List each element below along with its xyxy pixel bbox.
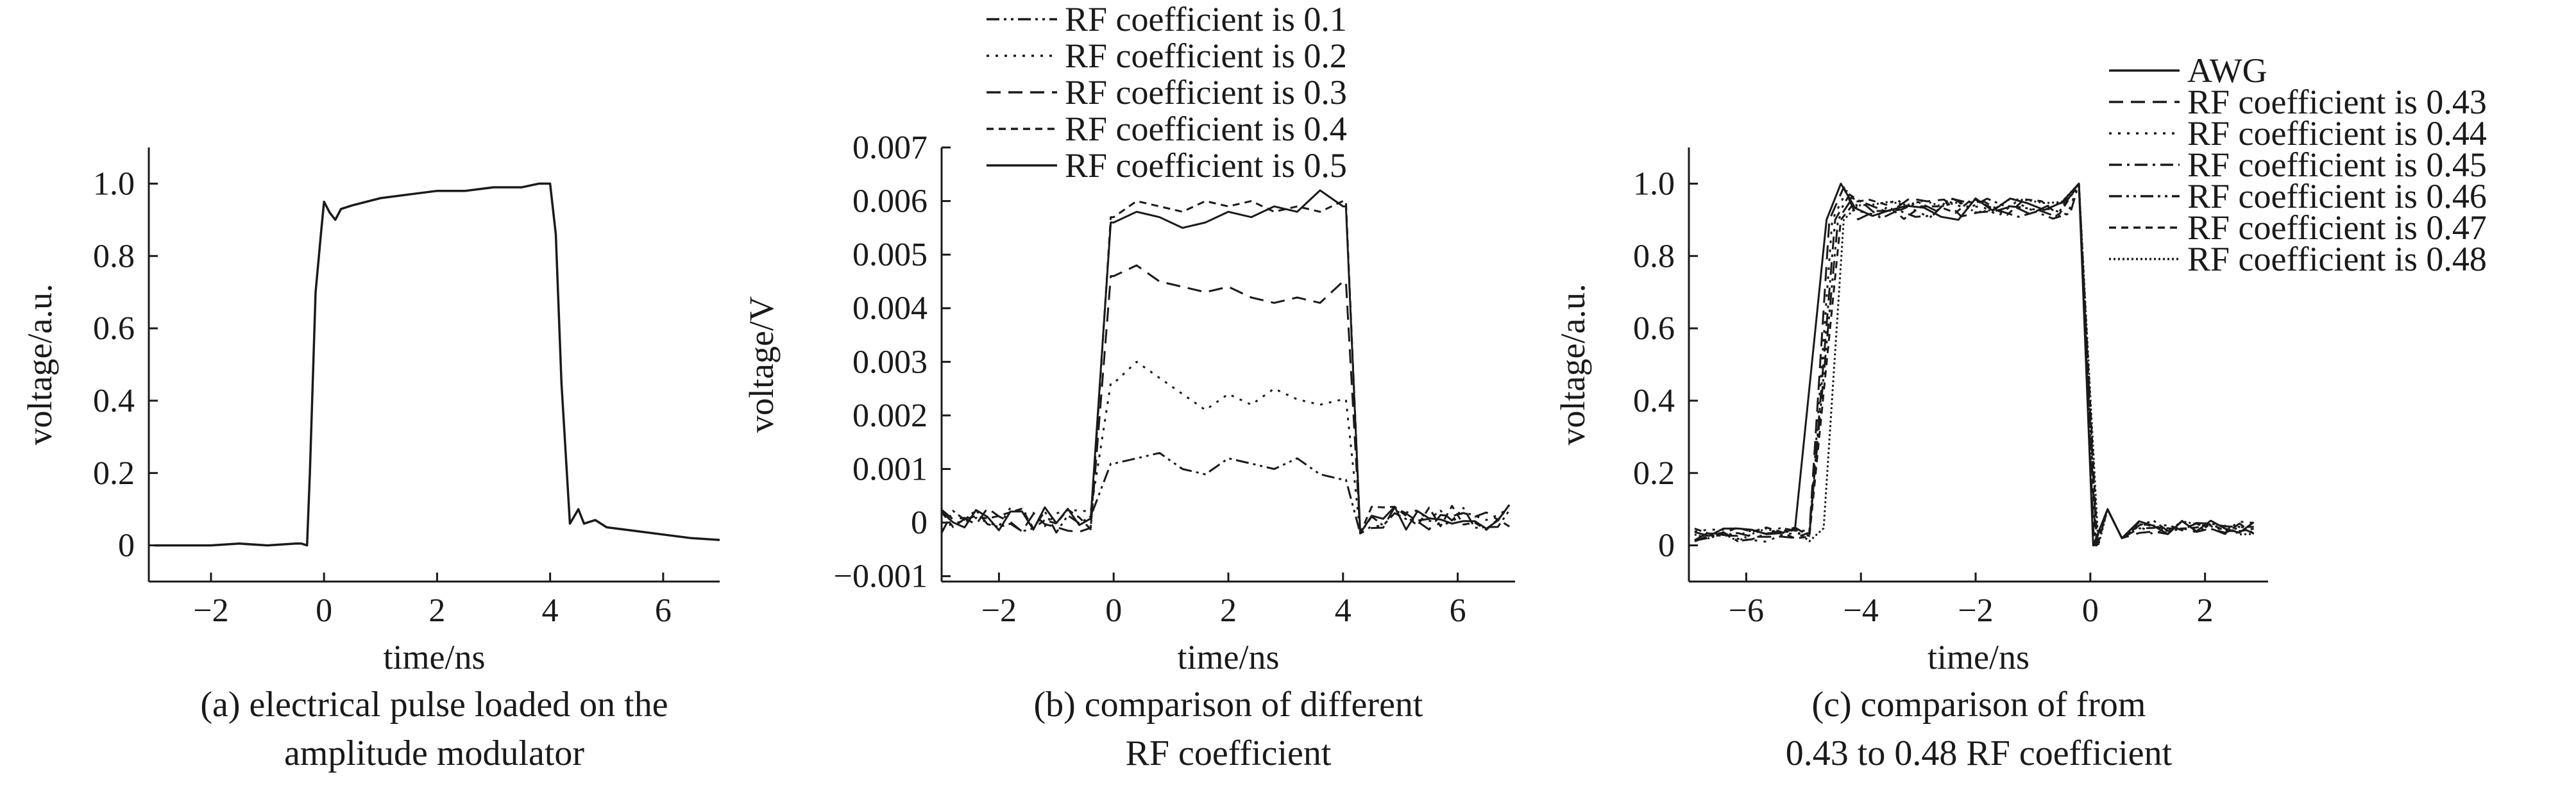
panel-b-y-tick-label: 0.006 — [852, 183, 928, 220]
panel-a-y-tick-label: 0.8 — [93, 238, 135, 274]
panel-a-y-tick-label: 0.6 — [93, 310, 135, 347]
panel-c-y-tick-label: 0.6 — [1633, 310, 1675, 347]
panel-b-legend-label: RF coefficient is 0.4 — [1065, 110, 1347, 148]
panel-b-x-tick-label: 2 — [1220, 592, 1237, 629]
panel-c-y-tick-label: 1.0 — [1633, 165, 1675, 202]
panel-a-x-tick-label: 2 — [428, 592, 445, 629]
panel-b-series-line — [941, 360, 1510, 535]
panel-c-series-line — [1694, 182, 2255, 547]
panel-b-chart: −2 0 2 4 6 −0.001 0 0.001 0.002 0.003 0.004 0.005 0.… — [742, 0, 1515, 773]
panel-b-y-tick-label: 0.003 — [852, 344, 928, 380]
panel-c-series-line — [1694, 182, 2254, 547]
panel-b-caption-line: RF coefficient — [1126, 734, 1332, 773]
panel-b-legend-label: RF coefficient is 0.3 — [1065, 73, 1347, 112]
panel-a-y-tick-label: 0 — [118, 528, 135, 564]
panel-b-y-tick-label: 0.004 — [852, 290, 928, 327]
panel-c-legend-label: RF coefficient is 0.45 — [2187, 146, 2487, 184]
panel-c-x-tick-label: 0 — [2082, 592, 2099, 629]
panel-c-caption-line: (c) comparison of from — [1812, 685, 2146, 725]
panel-c-series-line — [1694, 182, 2255, 547]
panel-c-legend-label: RF coefficient is 0.47 — [2187, 208, 2487, 247]
panel-a-y-tick-label: 0.2 — [93, 455, 135, 492]
panel-a-x-tick-label: 0 — [316, 592, 332, 629]
panel-b-series-line — [940, 451, 1511, 535]
panel-c-series-line — [1694, 182, 2254, 547]
panel-a-x-tick-label: 6 — [655, 592, 672, 629]
panel-c-x-axis-label: time/ns — [1928, 638, 2029, 676]
panel-c-chart: −6 −4 −2 0 2 0 0.2 0.4 0.6 0.8 1.0 time/ns voltage/a… — [1554, 51, 2487, 773]
panel-c-legend-label: RF coefficient is 0.48 — [2187, 240, 2487, 278]
panel-c-legend-label: RF coefficient is 0.43 — [2187, 83, 2487, 121]
panel-a-y-axis-label: voltage/a.u. — [21, 284, 59, 446]
panel-b-x-tick-label: 4 — [1335, 592, 1352, 629]
panel-c-legend-label: AWG — [2187, 51, 2267, 90]
panel-c-caption-line: 0.43 to 0.48 RF coefficient — [1786, 734, 2173, 773]
panel-c-series-line — [1694, 182, 2254, 547]
panel-b-x-axis-label: time/ns — [1178, 638, 1280, 676]
panel-b-y-axis-label: voltage/V — [742, 296, 781, 433]
panel-c-x-tick-label: −6 — [1729, 592, 1764, 629]
panel-b-legend-label: RF coefficient is 0.1 — [1065, 0, 1347, 38]
panel-b-x-tick-label: 6 — [1450, 592, 1466, 629]
panel-a-y-tick-label: 0.4 — [93, 383, 135, 419]
panel-b-y-tick-label: 0.001 — [852, 451, 928, 487]
panel-a-caption-line: (a) electrical pulse loaded on the — [200, 685, 668, 725]
panel-b-y-tick-label: 0.002 — [852, 398, 928, 434]
panel-a-x-tick-label: 4 — [542, 592, 559, 629]
panel-b-series-line — [941, 264, 1511, 535]
panel-b-y-tick-label: 0.007 — [852, 130, 928, 166]
panel-c-x-tick-label: −4 — [1843, 592, 1879, 629]
panel-b-legend-label: RF coefficient is 0.2 — [1065, 37, 1347, 75]
panel-a-chart: −2 0 2 4 6 0 0.2 0.4 0.6 0.8 1.0 time/ns voltage/a.u… — [21, 147, 720, 773]
panel-c-y-tick-label: 0.2 — [1633, 455, 1675, 492]
panel-b-y-tick-label: 0.005 — [852, 237, 928, 273]
panel-c-legend-label: RF coefficient is 0.46 — [2187, 177, 2487, 215]
panel-b-series-line — [940, 200, 1510, 535]
panel-a-x-axis-label: time/ns — [384, 638, 486, 676]
panel-a-series-line — [154, 182, 720, 547]
panel-b-y-tick-label: 0 — [911, 505, 928, 541]
panel-c-x-tick-label: −2 — [1958, 592, 1993, 629]
panel-a-y-tick-label: 1.0 — [93, 165, 135, 202]
panel-c-y-tick-label: 0.8 — [1633, 238, 1675, 274]
panel-c-series-line — [1694, 182, 2254, 547]
panel-b-caption-line: (b) comparison of different — [1034, 685, 1423, 725]
panel-a-caption-line: amplitude modulator — [284, 734, 584, 773]
panel-b-x-tick-label: 0 — [1105, 592, 1122, 629]
panel-a-x-tick-label: −2 — [193, 592, 228, 629]
panel-b-series-line — [940, 189, 1511, 535]
panel-c-y-tick-label: 0 — [1658, 528, 1675, 564]
panel-b-legend-label: RF coefficient is 0.5 — [1065, 146, 1347, 185]
panel-c-x-tick-label: 2 — [2197, 592, 2214, 629]
panel-c-y-tick-label: 0.4 — [1633, 383, 1675, 419]
panel-b-y-tick-label: −0.001 — [834, 558, 928, 595]
panel-b-x-tick-label: −2 — [981, 592, 1017, 629]
panel-c-series-line — [1694, 182, 2255, 547]
panel-c-legend-label: RF coefficient is 0.44 — [2187, 114, 2487, 153]
panel-c-y-axis-label: voltage/a.u. — [1554, 284, 1592, 446]
